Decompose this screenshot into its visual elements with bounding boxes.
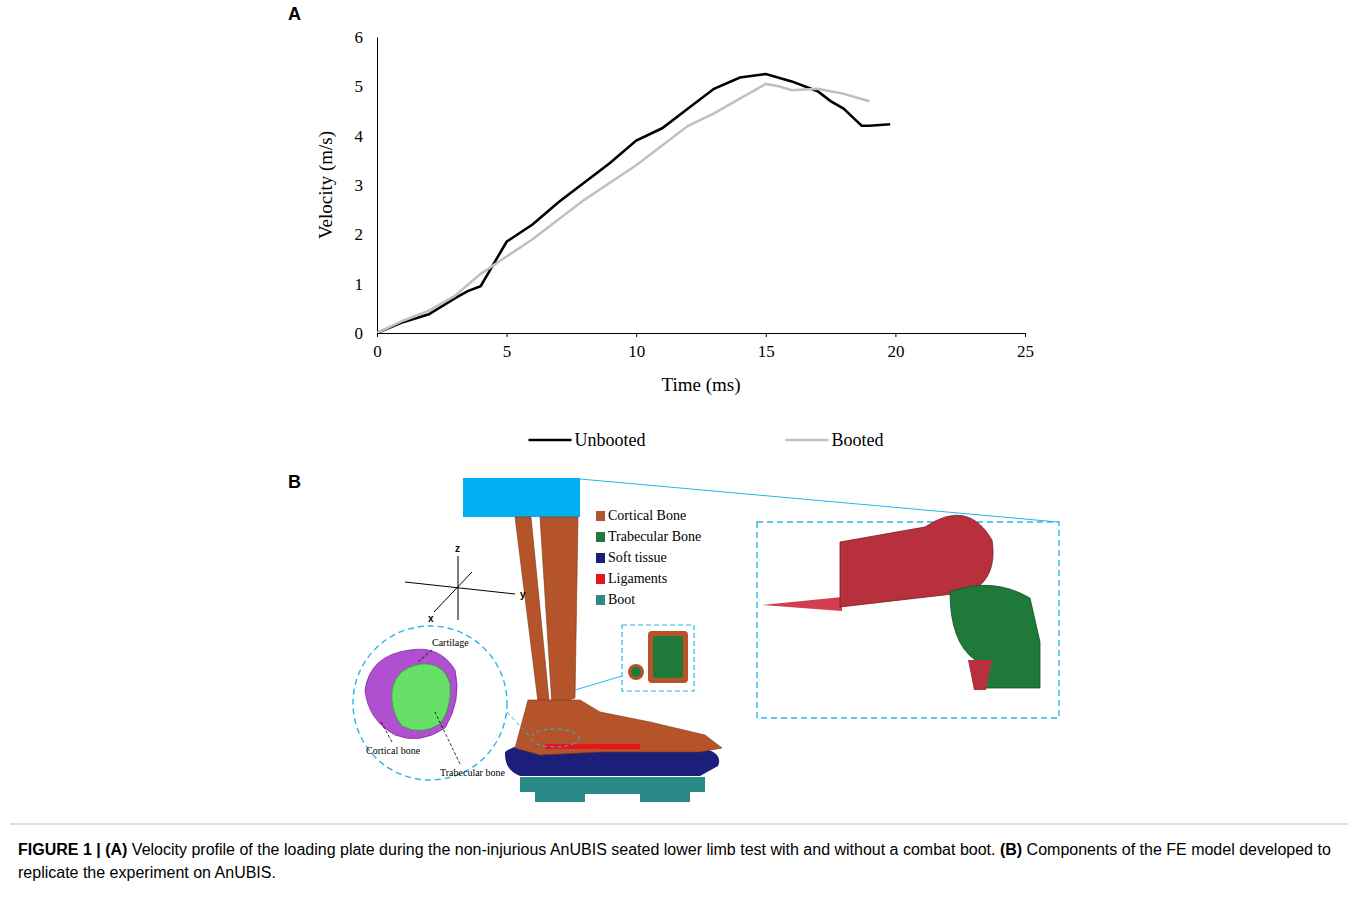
caption-rule (10, 824, 1348, 825)
tick: 0 (355, 324, 378, 343)
tick-label: 20 (887, 342, 904, 361)
x-axis: 0 5 10 15 20 25 (373, 333, 1034, 361)
legend-label: Ligaments (608, 571, 667, 586)
y-axis: 0 1 2 3 4 5 6 (355, 28, 378, 343)
diagram: Bz y x Cortical Bone Trabecular Bone Soft tis… (288, 472, 1059, 802)
tick-label: 15 (758, 342, 775, 361)
legend-swatch (529, 439, 572, 442)
cross-section (631, 667, 641, 677)
tick: 15 (758, 333, 775, 361)
panel-letter: B (288, 472, 301, 492)
legend-label: Cortical Bone (608, 508, 686, 523)
tick-label: 0 (355, 324, 364, 343)
tick-label: 3 (355, 176, 364, 195)
inset-box (622, 625, 694, 691)
axis-glyph (434, 572, 472, 612)
foot-bones (515, 700, 722, 755)
callout: Trabecular bone (440, 767, 505, 778)
tick-label: 6 (355, 28, 364, 47)
tick-mark (507, 333, 508, 337)
legend-swatch (596, 511, 605, 521)
connector (575, 676, 622, 690)
loading-plate (463, 478, 580, 517)
plot-area (377, 74, 890, 333)
trabecular-bone (950, 585, 1040, 688)
tick: 25 (1017, 333, 1034, 361)
callout: Cartilage (432, 637, 469, 648)
tick-label: 25 (1017, 342, 1034, 361)
connector (507, 712, 531, 738)
tick: 6 (355, 28, 378, 47)
leader (435, 712, 460, 764)
axis-glyph (405, 582, 515, 594)
focus-ring (531, 729, 579, 747)
legend-label: Trabecular Bone (608, 529, 701, 544)
tick: 20 (887, 333, 904, 361)
callout: Cortical bone (366, 745, 421, 756)
tibia (540, 517, 578, 706)
tick: 3 (355, 176, 378, 195)
x-axis-title: Time (ms) (661, 374, 740, 396)
caption-text: Velocity profile of the loading plate du… (132, 841, 996, 858)
tick: 5 (355, 77, 378, 96)
tick: 0 (373, 333, 382, 361)
tick-label: 4 (355, 127, 364, 146)
y-axis-title: Velocity (m/s) (315, 131, 337, 239)
panel-letter: A (288, 4, 301, 24)
tick: 1 (355, 275, 378, 294)
axis-glyph-label: x (428, 613, 434, 624)
axis-glyph-label: z (455, 543, 460, 554)
legend-label: Soft tissue (608, 550, 667, 565)
tick-label: 1 (355, 275, 364, 294)
legend-swatch (786, 439, 829, 442)
axis-line (377, 38, 378, 334)
leader (418, 650, 432, 662)
legend-label: Booted (832, 430, 884, 450)
tick-label: 5 (503, 342, 512, 361)
tick-mark (895, 333, 896, 337)
tick: 5 (503, 333, 512, 361)
legend-swatch (596, 595, 605, 605)
tick-mark (377, 333, 378, 337)
tick: 10 (628, 333, 645, 361)
inset-circle (353, 626, 507, 780)
legend-swatch (596, 574, 605, 584)
caption: FIGURE 1 | (A) Velocity profile of the l… (18, 838, 1336, 884)
axis-line (378, 333, 1026, 334)
axis-glyph-label: y (520, 589, 526, 600)
trabecular-core (392, 664, 451, 731)
legend: Unbooted Booted (529, 430, 884, 450)
tick-label: 0 (373, 342, 382, 361)
tick-mark (1025, 333, 1026, 337)
axis-glyph (458, 556, 459, 620)
series-line (377, 74, 890, 333)
boot (520, 777, 705, 802)
caption-label: FIGURE 1 | (18, 841, 101, 858)
legend-label: Boot (608, 592, 635, 607)
ligament (968, 660, 992, 690)
tick: 2 (355, 225, 378, 244)
legend-label: Unbooted (575, 430, 646, 450)
tick-mark (636, 333, 637, 337)
tick-mark (766, 333, 767, 337)
tick-label: 10 (628, 342, 645, 361)
connector (580, 479, 1058, 522)
cross-section (653, 636, 683, 678)
legend-swatch (596, 553, 605, 563)
series-line (377, 84, 869, 333)
tick-label: 5 (355, 77, 364, 96)
caption-letter: (B) (1000, 841, 1022, 858)
ligament-tip (762, 597, 842, 611)
legend-item: Unbooted (529, 430, 646, 450)
legend-swatch (596, 532, 605, 542)
caption-letter: (A) (105, 841, 127, 858)
figure: A 0 5 10 15 20 25 0 1 2 3 4 5 6 Time (ms) Velocity (m/s… (0, 0, 1358, 905)
leader (380, 720, 392, 742)
cross-section (628, 664, 644, 680)
tick: 4 (355, 127, 378, 146)
tick-label: 2 (355, 225, 364, 244)
cross-section (648, 631, 688, 683)
legend-item: Booted (786, 430, 884, 450)
cartilage (365, 649, 457, 739)
